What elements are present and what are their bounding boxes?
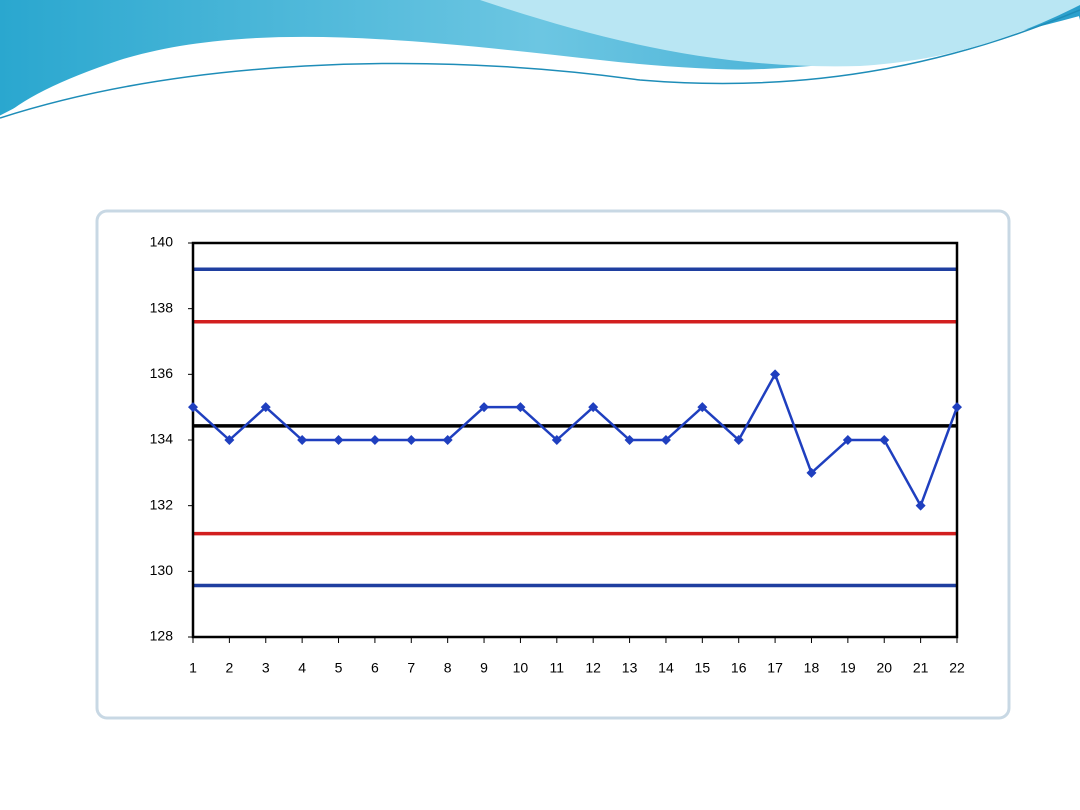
x-tick-label: 22 bbox=[949, 660, 965, 676]
data-point bbox=[842, 435, 853, 445]
data-point bbox=[697, 402, 708, 413]
x-tick-label: 20 bbox=[876, 660, 892, 676]
x-tick-label: 18 bbox=[804, 660, 820, 676]
data-point bbox=[915, 500, 926, 511]
data-point bbox=[770, 369, 781, 380]
data-point bbox=[879, 435, 890, 445]
data-point bbox=[260, 402, 271, 413]
x-tick-label: 6 bbox=[371, 660, 379, 676]
data-point bbox=[406, 435, 417, 445]
x-tick-label: 8 bbox=[444, 660, 452, 676]
data-point bbox=[660, 435, 671, 445]
y-tick-label: 134 bbox=[150, 431, 174, 447]
x-tick-label: 7 bbox=[407, 660, 415, 676]
y-tick-label: 140 bbox=[150, 234, 174, 250]
x-tick-label: 4 bbox=[298, 660, 306, 676]
data-point bbox=[442, 435, 453, 445]
x-tick-label: 15 bbox=[695, 660, 711, 676]
x-tick-label: 2 bbox=[225, 660, 233, 676]
data-point bbox=[224, 435, 235, 445]
data-line bbox=[192, 371, 959, 509]
y-tick-label: 130 bbox=[150, 562, 174, 578]
data-point bbox=[551, 435, 562, 445]
y-tick-label: 136 bbox=[150, 365, 174, 381]
data-point bbox=[515, 402, 526, 413]
x-tick-label: 9 bbox=[480, 660, 488, 676]
y-tick-label: 132 bbox=[150, 496, 174, 512]
chart-frame bbox=[95, 209, 1011, 720]
x-tick-label: 12 bbox=[585, 660, 601, 676]
plot-frame bbox=[191, 241, 959, 639]
data-point bbox=[624, 435, 635, 445]
data-point bbox=[333, 435, 344, 445]
data-point bbox=[588, 402, 599, 413]
x-tick-label: 1 bbox=[189, 660, 197, 676]
x-tick-label: 17 bbox=[767, 660, 783, 676]
data-point bbox=[479, 402, 490, 413]
x-tick-label: 3 bbox=[262, 660, 270, 676]
data-point bbox=[806, 467, 817, 478]
x-tick-label: 21 bbox=[913, 660, 929, 676]
x-tick-label: 5 bbox=[335, 660, 343, 676]
data-point bbox=[369, 435, 380, 445]
data-point bbox=[952, 402, 962, 413]
data-point bbox=[188, 402, 198, 413]
y-tick-label: 138 bbox=[150, 299, 174, 315]
x-tick-label: 19 bbox=[840, 660, 856, 676]
x-tick-label: 14 bbox=[658, 660, 674, 676]
x-tick-label: 16 bbox=[731, 660, 747, 676]
y-tick-label: 128 bbox=[150, 628, 174, 644]
data-point bbox=[733, 435, 744, 445]
data-point bbox=[297, 435, 308, 445]
header-wave bbox=[0, 0, 1080, 124]
x-tick-label: 11 bbox=[550, 660, 565, 676]
x-tick-label: 10 bbox=[513, 660, 529, 676]
x-tick-label: 13 bbox=[622, 660, 638, 676]
